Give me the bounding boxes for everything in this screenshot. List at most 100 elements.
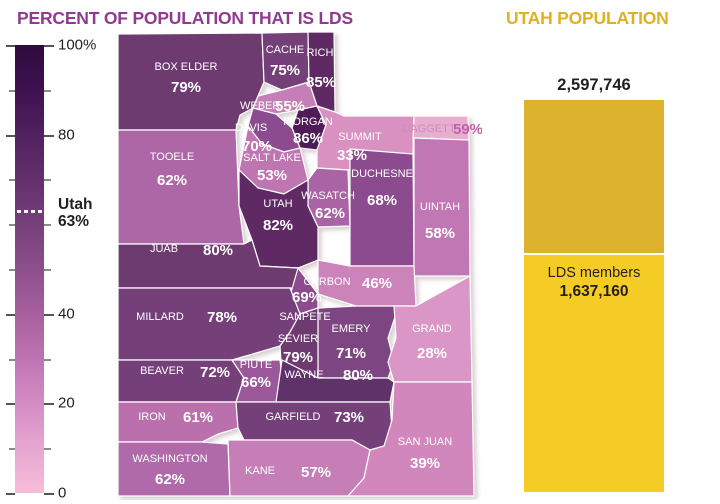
label-sevier-name: SEVIER xyxy=(278,333,318,345)
label-iron-name: IRON xyxy=(138,411,166,423)
colorbar-tick-70-left xyxy=(9,179,15,182)
label-kane-pct: 57% xyxy=(301,464,331,481)
label-piute-name: PIUTE xyxy=(240,359,272,371)
label-rich-name: RICH xyxy=(307,47,334,59)
label-morgan-pct: 86% xyxy=(293,130,323,147)
label-box-elder-pct: 79% xyxy=(171,79,201,96)
label-duchesne-pct: 68% xyxy=(367,192,397,209)
label-beaver-pct: 72% xyxy=(200,364,230,381)
label-salt-lake-pct: 53% xyxy=(257,167,287,184)
colorbar-tick-90-right xyxy=(44,89,51,92)
label-sanpete-name: SANPETE xyxy=(279,311,330,323)
lds-members-bar[interactable] xyxy=(524,253,664,492)
colorbar-label-0: 0 xyxy=(58,484,67,502)
colorbar-tick-30-right xyxy=(44,358,51,361)
page-title-left: PERCENT OF POPULATION THAT IS LDS xyxy=(17,8,353,28)
region-utah[interactable] xyxy=(238,168,319,269)
colorbar-tick-90-left xyxy=(9,89,15,92)
label-washington-name: WASHINGTON xyxy=(132,453,207,465)
label-daggett-pct: 59% xyxy=(453,121,482,138)
label-wasatch-pct: 62% xyxy=(315,205,345,222)
lds-members-value: 1,637,160 xyxy=(559,283,629,301)
colorbar-tick-80-left xyxy=(6,134,15,137)
map-labels: BOX ELDER 79% CACHE 75% RICH 85% WEBER 5… xyxy=(132,44,482,488)
label-carbon-pct: 46% xyxy=(362,275,392,292)
label-kane-name: KANE xyxy=(245,465,275,477)
label-tooele-pct: 62% xyxy=(157,172,187,189)
utah-marker-name: Utah xyxy=(58,196,93,213)
label-summit-pct: 33% xyxy=(337,147,367,164)
colorbar-tick-0-left xyxy=(6,493,15,495)
colorbar-tick-20-right xyxy=(44,403,54,406)
lds-members-label: LDS members 1,637,160 xyxy=(524,264,664,302)
label-uintah-pct: 58% xyxy=(425,225,455,242)
label-grand-pct: 28% xyxy=(417,345,447,362)
label-washington-pct: 62% xyxy=(155,471,185,488)
colorbar-tick-100-left xyxy=(6,45,15,47)
label-utah-name: UTAH xyxy=(263,198,292,210)
label-wayne-pct: 80% xyxy=(343,367,373,384)
label-emery-name: EMERY xyxy=(332,323,372,335)
label-davis-name: DAVIS xyxy=(235,122,267,134)
population-bar-chart: 2,597,746 LDS members 1,637,160 xyxy=(524,76,666,492)
label-davis-pct: 70% xyxy=(242,138,272,155)
utah-marker-label: Utah 63% xyxy=(58,196,93,230)
utah-marker-value: 63% xyxy=(58,212,90,230)
label-morgan-name: MORGAN xyxy=(283,116,333,128)
label-san-juan-name: SAN JUAN xyxy=(398,436,452,448)
label-daggett-name: DAGGETT xyxy=(402,123,455,135)
colorbar-tick-50-right xyxy=(44,269,51,271)
label-wasatch-name: WASATCH xyxy=(301,190,355,202)
colorbar-tick-10-left xyxy=(9,448,15,451)
label-emery-pct: 71% xyxy=(336,345,366,362)
colorbar-label-20: 20 xyxy=(58,394,75,412)
colorbar-tick-0-right xyxy=(44,493,54,495)
label-wayne-name: WAYNE xyxy=(284,369,323,381)
map-shapes xyxy=(117,31,475,497)
label-sevier-pct: 79% xyxy=(283,349,313,366)
label-san-juan-pct: 39% xyxy=(410,455,440,472)
region-iron[interactable] xyxy=(117,401,239,443)
label-salt-lake-name: SALT LAKE xyxy=(243,152,301,164)
label-piute-pct: 66% xyxy=(241,374,271,391)
colorbar-label-80: 80 xyxy=(58,126,75,144)
lds-members-text: LDS members xyxy=(547,265,641,281)
label-cache-name: CACHE xyxy=(266,44,305,56)
region-san-juan[interactable] xyxy=(346,381,475,497)
label-weber-pct: 55% xyxy=(275,98,305,115)
colorbar-tick-40-left xyxy=(6,313,15,316)
label-beaver-name: BEAVER xyxy=(140,365,184,377)
label-duchesne-name: DUCHESNE xyxy=(351,168,413,180)
label-millard-pct: 78% xyxy=(207,309,237,326)
label-sanpete-pct: 69% xyxy=(292,289,322,306)
colorbar-tick-30-left xyxy=(9,358,15,361)
colorbar-tick-80-right xyxy=(44,134,54,137)
page-title-right: UTAH POPULATION xyxy=(506,8,669,28)
colorbar-tick-40-right xyxy=(44,313,54,316)
utah-marker-line xyxy=(17,209,45,213)
label-grand-name: GRAND xyxy=(412,323,452,335)
label-cache-pct: 75% xyxy=(270,62,300,79)
total-population-value: 2,597,746 xyxy=(557,76,631,94)
label-garfield-iron-pct: 61% xyxy=(183,409,213,426)
region-tooele[interactable] xyxy=(117,129,245,245)
colorbar-label-100: 100% xyxy=(58,36,97,54)
colorbar-tick-10-right xyxy=(44,448,51,451)
colorbar-tick-50-left xyxy=(9,269,15,271)
label-uintah-name: UINTAH xyxy=(420,201,460,213)
label-garfield-pct: 73% xyxy=(334,409,364,426)
colorbar-gradient xyxy=(15,45,44,493)
colorbar-tick-20-left xyxy=(6,403,15,406)
colorbar-tick-60-left xyxy=(9,224,15,227)
label-carbon-name: CARBON xyxy=(303,276,350,288)
label-juab-pct: 80% xyxy=(203,242,233,259)
region-cache[interactable] xyxy=(261,31,310,91)
colorbar-tick-100-right xyxy=(44,45,54,47)
label-weber-name: WEBER xyxy=(240,100,280,112)
label-utah-pct: 82% xyxy=(263,217,293,234)
label-garfield-name: GARFIELD xyxy=(265,411,320,423)
label-rich-pct: 85% xyxy=(306,74,336,91)
label-tooele-name: TOOELE xyxy=(150,151,194,163)
label-summit-name: SUMMIT xyxy=(338,131,382,143)
label-millard-name: MILLARD xyxy=(136,311,184,323)
